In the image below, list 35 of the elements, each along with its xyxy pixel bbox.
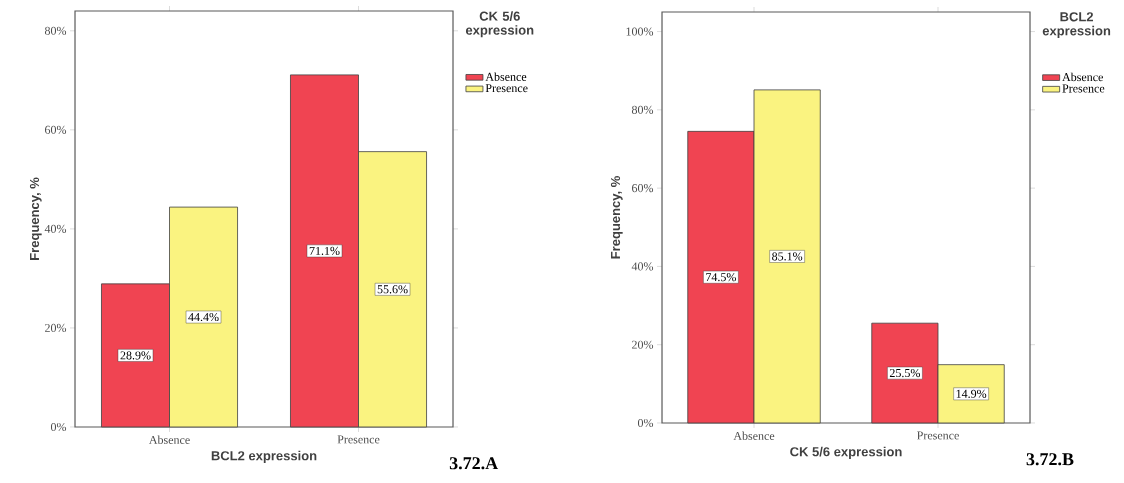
- y-tick-label: 60%: [45, 125, 67, 134]
- x-tick-label: Presence: [917, 431, 959, 440]
- data-label: 25.5%: [889, 369, 920, 378]
- text: 3.72.A: [449, 457, 499, 470]
- x-tick-label: Presence: [337, 435, 380, 444]
- data-label: 55.6%: [377, 285, 408, 294]
- y-axis-title: Frequency, %: [29, 177, 42, 260]
- x-axis-title: BCL2 expression: [211, 450, 317, 463]
- y-tick-label: 60%: [632, 184, 654, 193]
- data-label: 74.5%: [706, 273, 736, 282]
- x-tick-label: Absence: [148, 435, 190, 444]
- legend-label: Presence: [485, 84, 528, 93]
- y-tick-label: 20%: [632, 340, 654, 349]
- x-tick-label: Absence: [733, 431, 775, 440]
- legend-title: CK 5/6 expression: [465, 11, 534, 38]
- data-label: 71.1%: [309, 246, 340, 256]
- legend-title: BCL2 expression: [1042, 12, 1111, 38]
- y-tick-label: 80%: [631, 105, 654, 114]
- y-tick-label: 100%: [626, 27, 654, 36]
- y-tick-label: 40%: [44, 224, 67, 233]
- y-tick-label: 40%: [631, 262, 654, 271]
- data-label: 85.1%: [772, 252, 803, 261]
- y-tick-label: 80%: [44, 26, 67, 35]
- data-label: 14.9%: [956, 389, 987, 398]
- legend-label: Presence: [1062, 84, 1105, 93]
- y-tick-label: 20%: [45, 323, 67, 333]
- legend-label: Absence: [1062, 72, 1103, 82]
- y-tick-label: 0%: [637, 418, 654, 428]
- x-axis-title: CK 5/6 expression: [790, 446, 902, 459]
- text: 3.72.B: [1026, 453, 1074, 466]
- y-tick-label: 0%: [50, 422, 67, 432]
- data-label: 44.4%: [188, 312, 219, 322]
- legend-label: Absence: [485, 72, 527, 81]
- data-label: 28.9%: [120, 351, 151, 360]
- y-axis-title: Frequency, %: [610, 176, 623, 259]
